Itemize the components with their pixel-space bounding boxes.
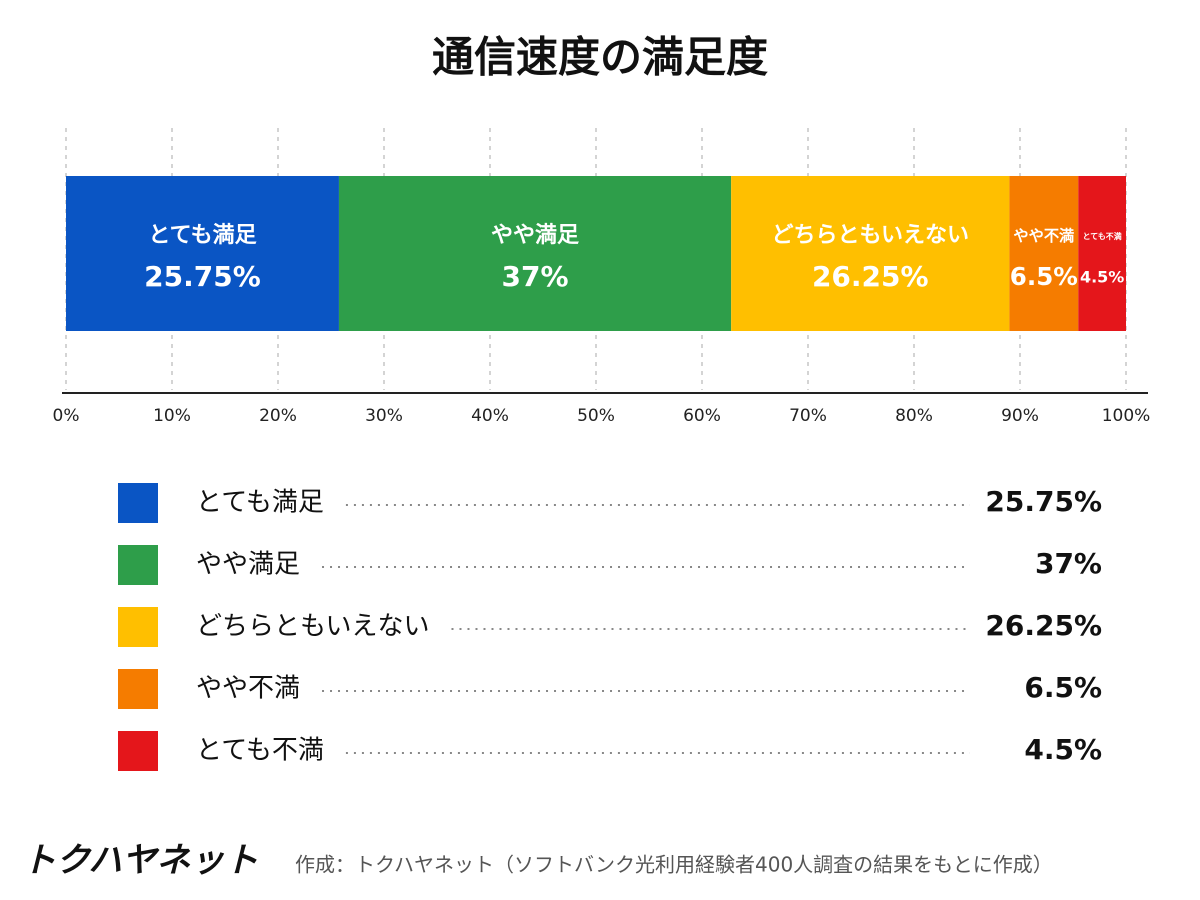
legend-value: 26.25% xyxy=(985,609,1102,642)
x-tick-label: 60% xyxy=(683,406,721,426)
segment-value: 25.75% xyxy=(144,260,261,293)
x-tick-label: 10% xyxy=(153,406,191,426)
segment-label: やや満足 xyxy=(491,222,579,248)
logo: トクハヤネット xyxy=(22,841,258,881)
x-tick-label: 90% xyxy=(1001,406,1039,426)
bar-segment xyxy=(338,176,732,331)
segment-value: 6.5% xyxy=(1010,262,1078,291)
legend-label: やや不満 xyxy=(196,674,300,704)
bar-segment xyxy=(66,176,339,331)
x-tick-label: 30% xyxy=(365,406,403,426)
legend-label: どちらともいえない xyxy=(196,612,429,642)
x-tick-label: 20% xyxy=(259,406,297,426)
x-tick-label: 80% xyxy=(895,406,933,426)
legend-swatch xyxy=(118,483,158,523)
legend-value: 25.75% xyxy=(985,485,1102,518)
segment-label: とても不満 xyxy=(1083,231,1122,241)
bar-segment xyxy=(731,176,1010,331)
x-tick-label: 100% xyxy=(1102,406,1151,426)
legend-label: とても不満 xyxy=(196,736,324,766)
legend-label: とても満足 xyxy=(196,488,324,518)
legend-swatch xyxy=(118,731,158,771)
legend-swatch xyxy=(118,669,158,709)
segment-label: どちらともいえない xyxy=(771,223,969,248)
segment-value: 4.5% xyxy=(1080,268,1124,287)
segment-value: 26.25% xyxy=(812,260,929,293)
segment-label: とても満足 xyxy=(148,222,256,248)
x-tick-label: 70% xyxy=(789,406,827,426)
x-tick-label: 0% xyxy=(53,406,80,426)
segment-label: やや不満 xyxy=(1013,227,1074,245)
legend-value: 6.5% xyxy=(1024,671,1102,704)
legend-value: 4.5% xyxy=(1024,733,1102,766)
x-tick-label: 40% xyxy=(471,406,509,426)
legend-swatch xyxy=(118,607,158,647)
source-note: 作成：トクハヤネット（ソフトバンク光利用経験者400人調査の結果をもとに作成） xyxy=(295,853,1053,877)
segment-value: 37% xyxy=(502,260,569,293)
bar-segment xyxy=(1078,176,1126,331)
legend-label: やや満足 xyxy=(196,550,300,580)
chart-title: 通信速度の満足度 xyxy=(432,33,768,82)
legend-value: 37% xyxy=(1035,547,1102,580)
x-tick-label: 50% xyxy=(577,406,615,426)
bar-segment xyxy=(1009,176,1079,331)
legend-swatch xyxy=(118,545,158,585)
